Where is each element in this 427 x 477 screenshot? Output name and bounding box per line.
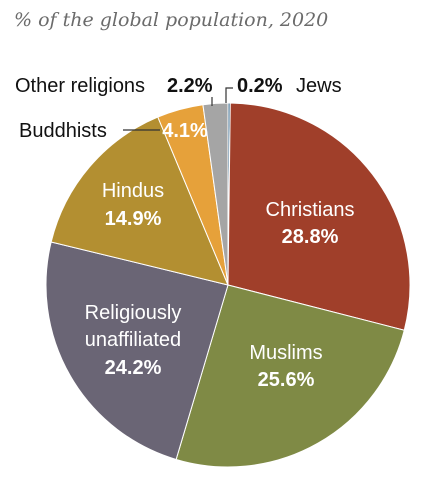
leader-jews [225,87,233,103]
label-other-name: Other religions [15,75,145,97]
label-hindus-value: 14.9% [105,208,162,230]
slice-muslims [175,284,405,468]
label-christians-value: 28.8% [282,226,339,248]
label-jews-value: 0.2% [237,75,283,97]
label-jews-name: Jews [296,75,342,97]
slice-other-religions [202,102,229,286]
slice-christians [227,102,411,331]
label-muslims-name: Muslims [249,342,322,364]
label-christians-name: Christians [266,199,355,221]
label-other-value: 2.2% [167,75,213,97]
label-unaffiliated-line2: unaffiliated [85,329,181,351]
label-buddhists-name: Buddhists [19,120,107,142]
label-muslims-value: 25.6% [258,369,315,391]
slice-hindus [50,116,229,286]
label-unaffiliated-value: 24.2% [105,357,162,379]
label-hindus-name: Hindus [102,180,164,202]
label-unaffiliated-line1: Religiously [85,302,182,324]
label-buddhists-value: 4.1% [162,120,208,142]
slice-religiously-unaffiliated [45,241,229,461]
chart-subtitle: % of the global population, 2020 [14,9,328,31]
pie-slices [45,102,411,468]
